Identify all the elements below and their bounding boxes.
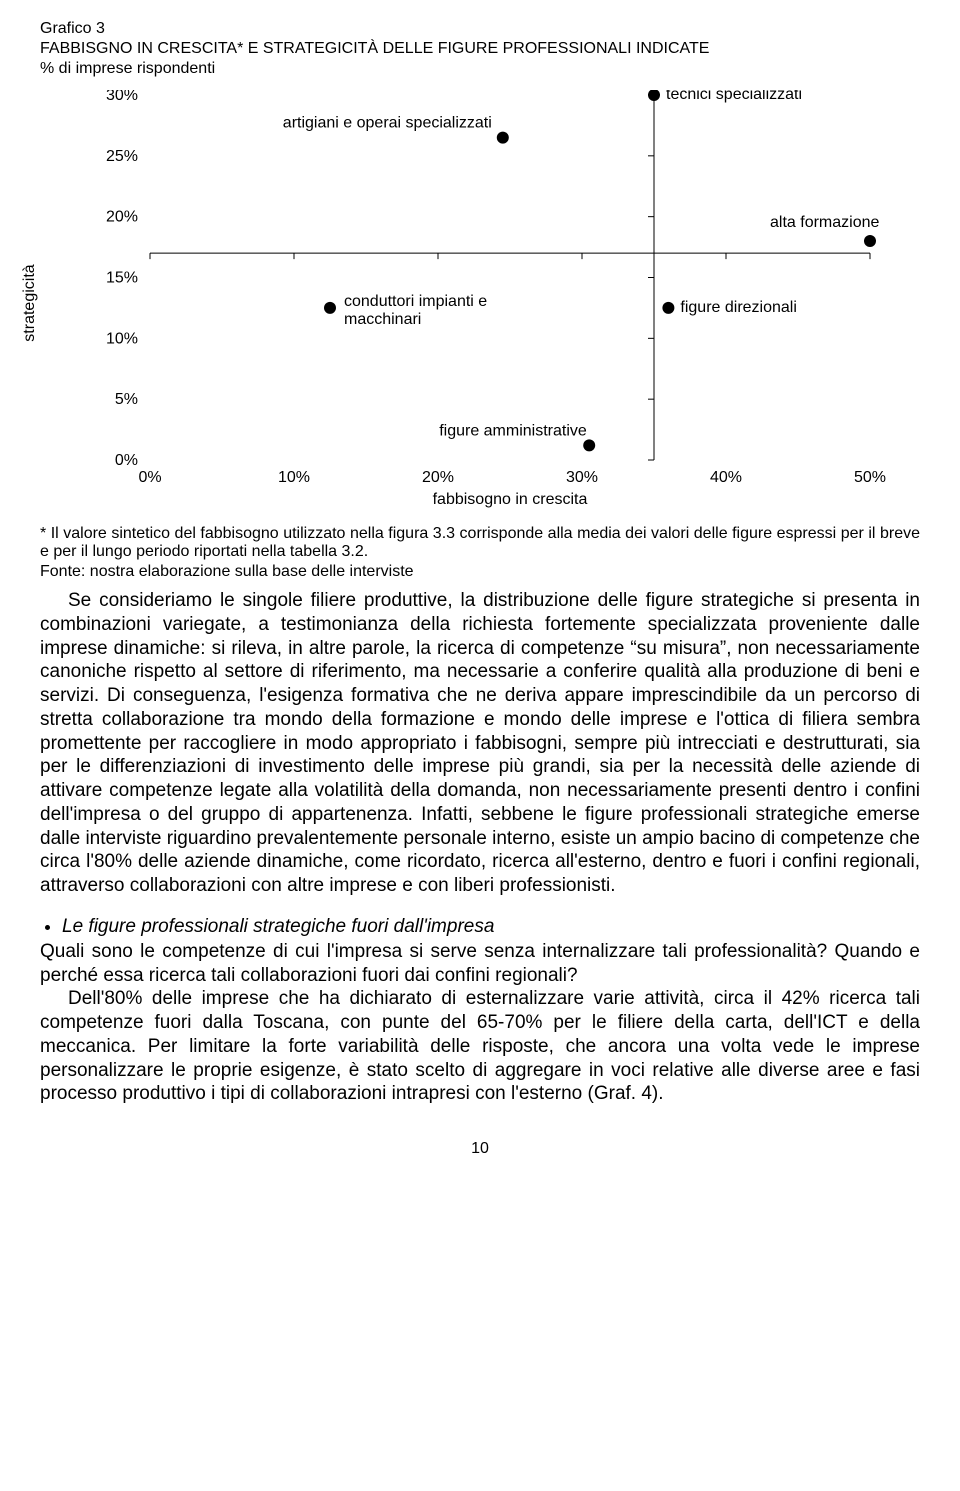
svg-text:15%: 15% <box>106 270 138 287</box>
chart-header: Grafico 3 FABBISGNO IN CRESCITA* E STRAT… <box>40 20 920 78</box>
paragraph-1: Se consideriamo le singole filiere produ… <box>40 589 920 898</box>
chart-source: Fonte: nostra elaborazione sulla base de… <box>40 563 920 581</box>
svg-text:0%: 0% <box>115 452 138 469</box>
chart-title: FABBISGNO IN CRESCITA* E STRATEGICITÀ DE… <box>40 40 920 58</box>
svg-text:30%: 30% <box>566 469 598 486</box>
svg-text:40%: 40% <box>710 469 742 486</box>
svg-text:50%: 50% <box>854 469 886 486</box>
paragraph-1-text: Se consideriamo le singole filiere produ… <box>40 590 920 896</box>
svg-text:alta formazione: alta formazione <box>770 214 879 231</box>
svg-text:30%: 30% <box>106 90 138 104</box>
paragraph-2b-text: Dell'80% delle imprese che ha dichiarato… <box>40 988 920 1104</box>
svg-text:conduttori impianti e: conduttori impianti e <box>344 293 487 310</box>
chart-number: Grafico 3 <box>40 20 920 38</box>
chart-footnote: * Il valore sintetico del fabbisogno uti… <box>40 525 920 561</box>
page-number: 10 <box>40 1140 920 1158</box>
svg-text:0%: 0% <box>138 469 161 486</box>
chart-subtitle: % di imprese rispondenti <box>40 60 920 78</box>
svg-text:fabbisogno in crescita: fabbisogno in crescita <box>433 491 588 508</box>
svg-text:20%: 20% <box>422 469 454 486</box>
paragraph-2b: Dell'80% delle imprese che ha dichiarato… <box>40 987 920 1106</box>
svg-text:macchinari: macchinari <box>344 311 421 328</box>
svg-text:artigiani e operai specializza: artigiani e operai specializzati <box>283 115 492 132</box>
chart-canvas: 0% 5% 10% 15% 20% 25% 30% 0% 10% 20% 30% 40% 50% fabb… <box>60 90 900 515</box>
svg-text:10%: 10% <box>278 469 310 486</box>
scatter-chart: strategicità 0%5%10%15%20%25%30%0%10%20%… <box>60 90 900 515</box>
svg-text:tecnici specializzati: tecnici specializzati <box>666 90 802 103</box>
section-bullet: Le figure professionali strategiche fuor… <box>62 916 494 937</box>
svg-text:figure direzionali: figure direzionali <box>680 299 797 316</box>
paragraph-2a: Quali sono le competenze di cui l'impres… <box>40 940 920 988</box>
svg-text:20%: 20% <box>106 209 138 226</box>
svg-text:5%: 5% <box>115 391 138 408</box>
svg-text:10%: 10% <box>106 330 138 347</box>
svg-text:figure amministrative: figure amministrative <box>439 422 587 439</box>
y-axis-label: strategicità <box>21 264 39 341</box>
svg-text:25%: 25% <box>106 148 138 165</box>
section-bullet-list: Le figure professionali strategiche fuor… <box>40 916 920 938</box>
